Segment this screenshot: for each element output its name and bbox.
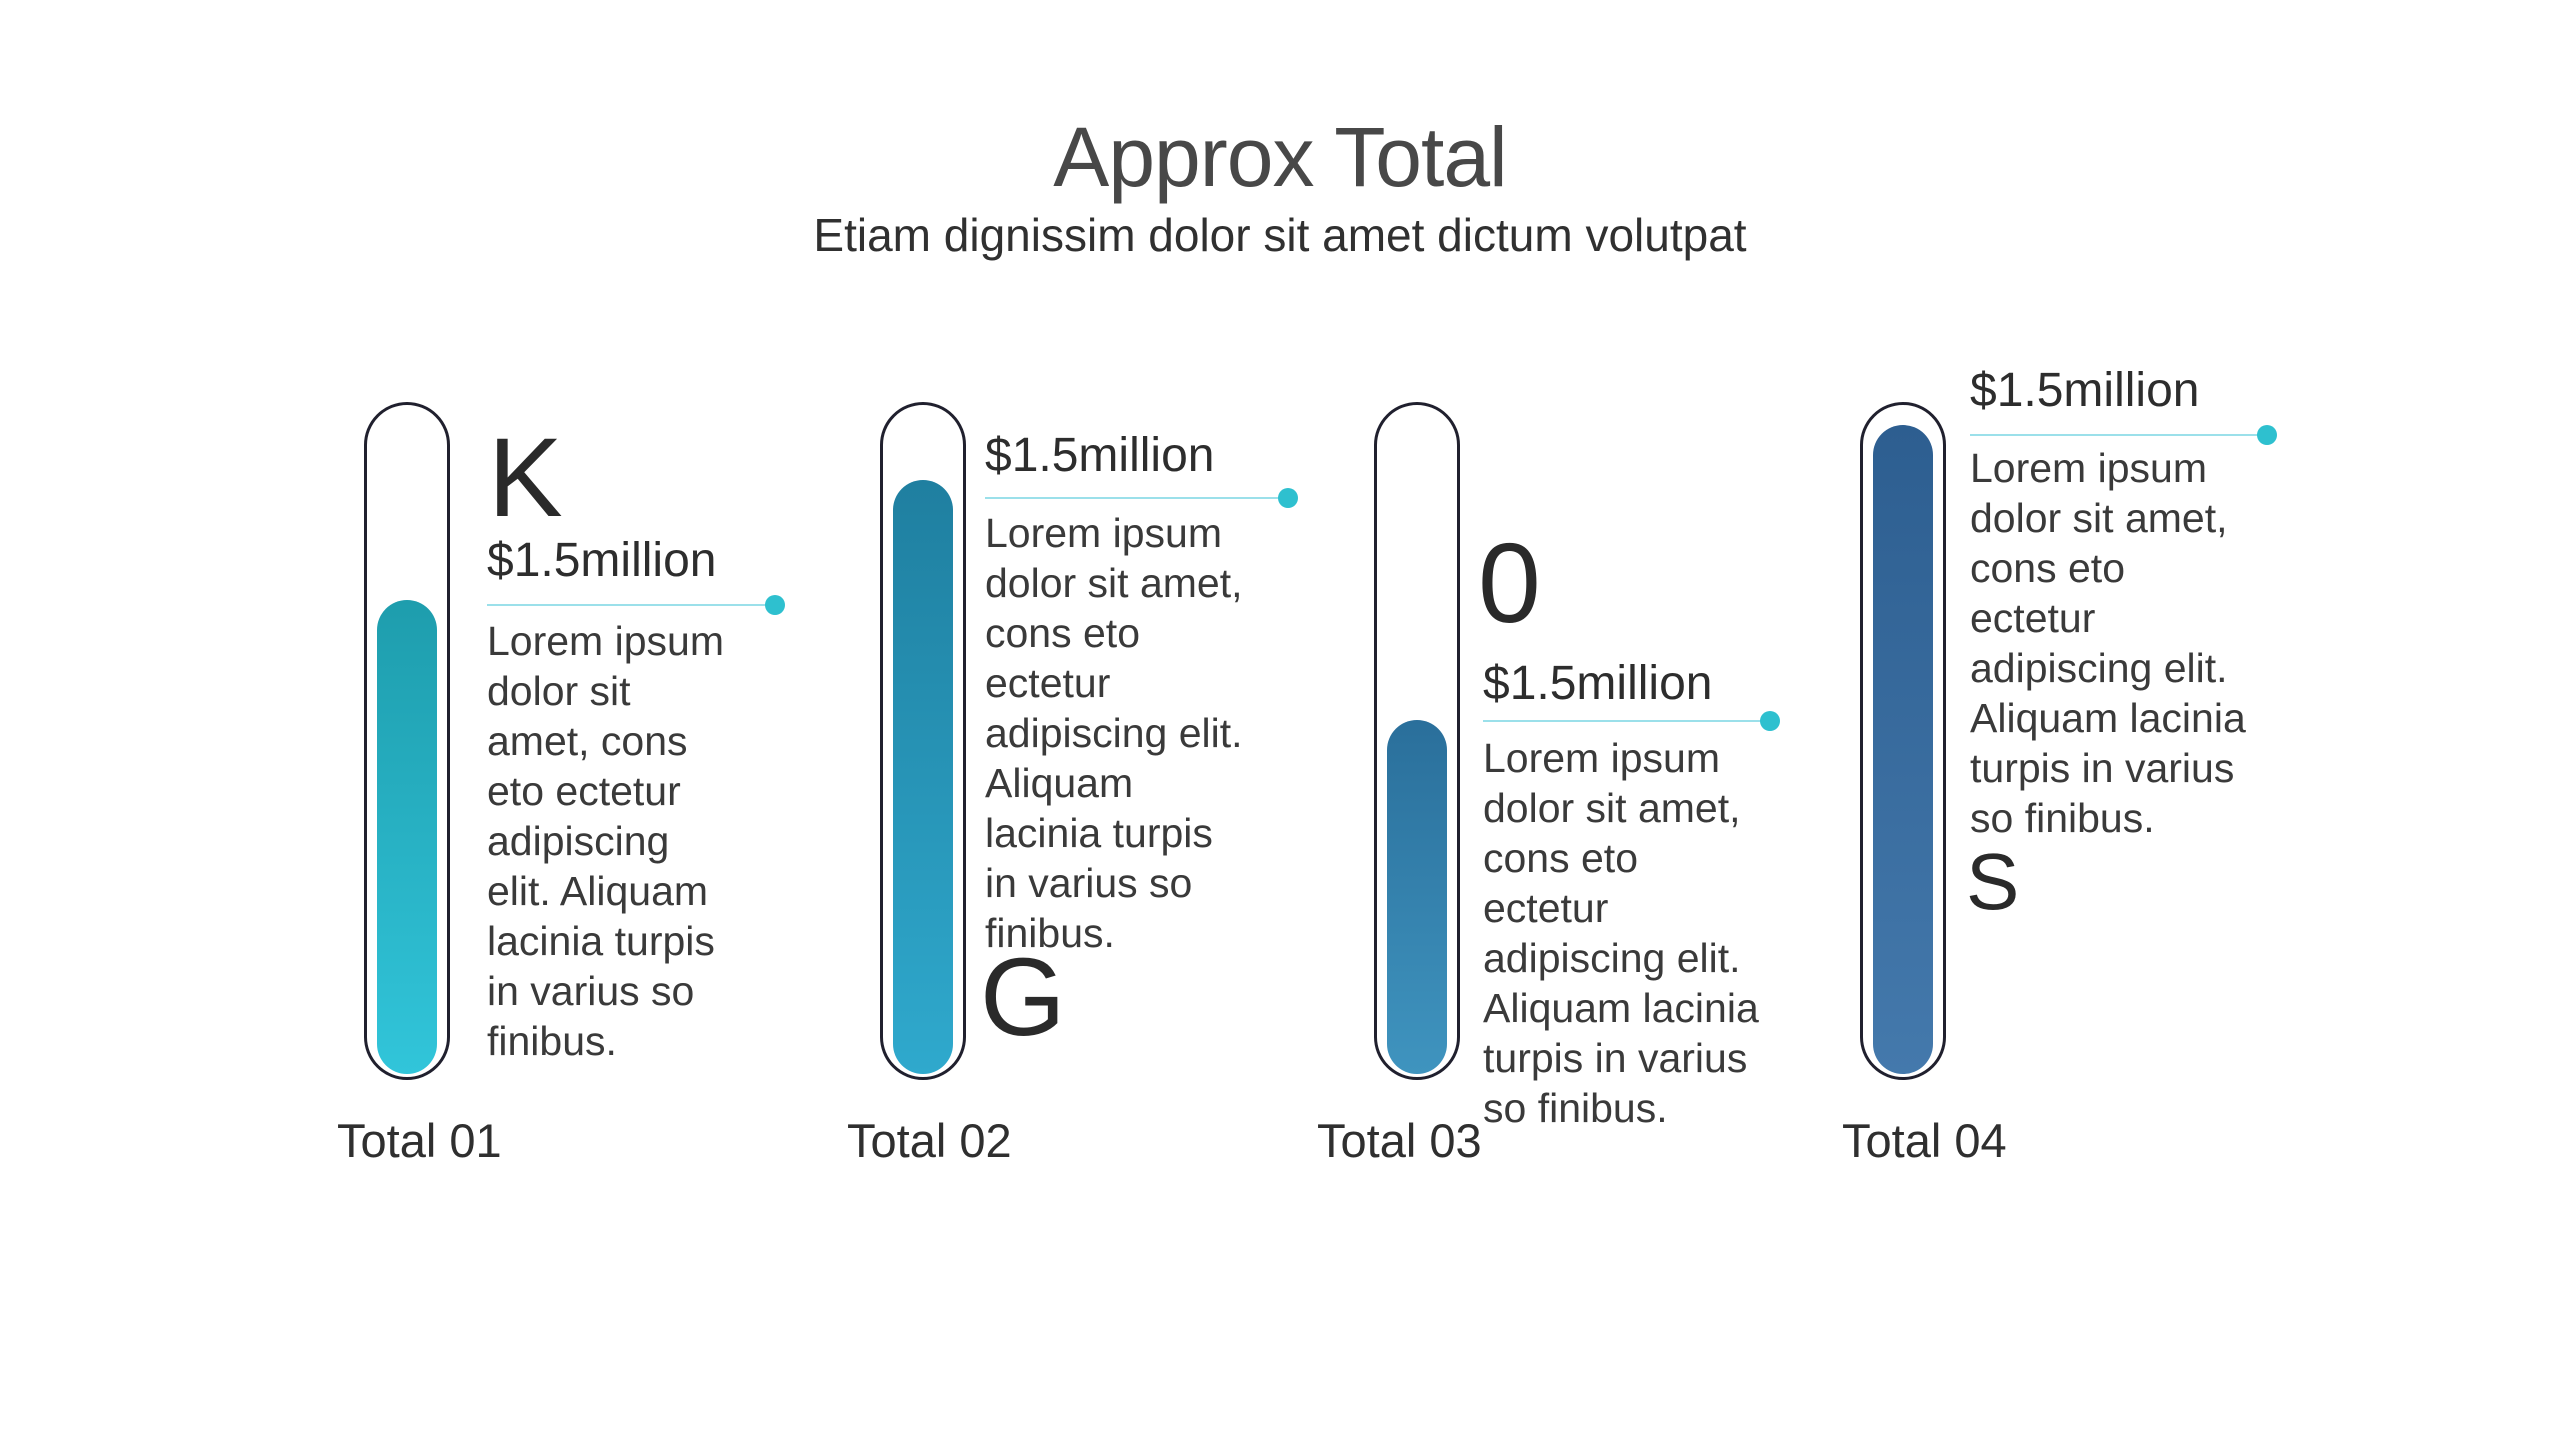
value-label-2: $1.5million	[985, 429, 1215, 482]
value-label-3: $1.5million	[1483, 657, 1713, 710]
body-text-1: Lorem ipsum dolor sit amet, cons eto ectetu…	[487, 618, 724, 1064]
thermometer-fill-2	[893, 480, 953, 1074]
total-label-3: Total 03	[1317, 1114, 1482, 1167]
value-underline-3	[1483, 711, 1780, 731]
value-underline-1	[487, 595, 785, 615]
thermometer-fill-1	[377, 600, 437, 1074]
page-title: Approx Total	[1053, 110, 1507, 204]
value-label-1: $1.5million	[487, 534, 717, 587]
thermometer-fill-4	[1873, 425, 1933, 1074]
value-underline-2	[985, 488, 1298, 508]
body-text-2: Lorem ipsum dolor sit amet, cons eto ectetu…	[985, 510, 1243, 956]
watermark-letter-4: S	[1966, 837, 2020, 926]
value-dot-1	[765, 595, 785, 615]
total-label-4: Total 04	[1842, 1114, 2007, 1167]
value-dot-4	[2257, 425, 2277, 445]
body-text-4: Lorem ipsum dolor sit amet, cons eto ectetu…	[1970, 445, 2246, 841]
body-text-3: Lorem ipsum dolor sit amet, cons eto ectetu…	[1483, 735, 1759, 1131]
value-dot-2	[1278, 488, 1298, 508]
value-dot-3	[1760, 711, 1780, 731]
total-label-1: Total 01	[337, 1114, 502, 1167]
thermometer-fill-3	[1387, 720, 1447, 1074]
watermark-letter-1: K	[488, 415, 563, 540]
page-subtitle: Etiam dignissim dolor sit amet dictum vo…	[813, 209, 1747, 261]
value-label-4: $1.5million	[1970, 364, 2200, 417]
total-label-2: Total 02	[847, 1114, 1012, 1167]
watermark-letter-2: G	[980, 936, 1066, 1059]
value-underline-4	[1970, 425, 2277, 445]
watermark-letter-3: 0	[1478, 520, 1541, 646]
